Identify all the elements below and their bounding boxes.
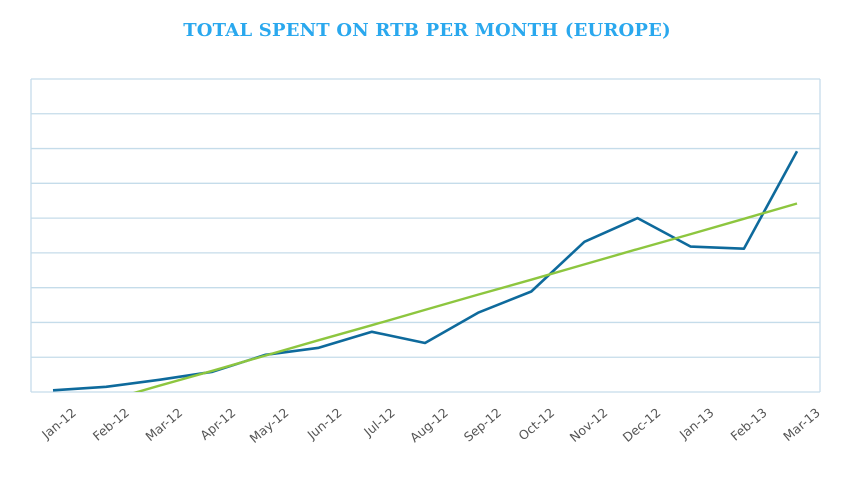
x-tick-label: Jul-12: [360, 405, 398, 440]
x-tick-label: May-12: [247, 405, 292, 446]
x-tick-label: Jun-12: [304, 405, 345, 443]
chart-title: TOTAL SPENT ON RTB PER MONTH (EUROPE): [183, 20, 671, 41]
x-tick-label: Dec-12: [620, 405, 664, 445]
x-tick-label: Feb-13: [728, 405, 770, 444]
x-tick-label: Mar-13: [780, 405, 823, 444]
x-tick-label: Feb-12: [90, 405, 132, 444]
x-tick-label: Aug-12: [407, 405, 451, 445]
x-tick-label: Oct-12: [515, 405, 557, 444]
x-tick-label: Nov-12: [567, 405, 611, 445]
x-tick-label: Jan-13: [676, 405, 717, 443]
x-tick-label: Apr-12: [197, 405, 238, 443]
x-tick-label: Jan-12: [38, 405, 79, 443]
x-tick-label: Sep-12: [461, 405, 504, 445]
series-line: [52, 150, 799, 392]
trendline: [133, 202, 798, 392]
x-tick-label: Mar-12: [142, 405, 185, 444]
